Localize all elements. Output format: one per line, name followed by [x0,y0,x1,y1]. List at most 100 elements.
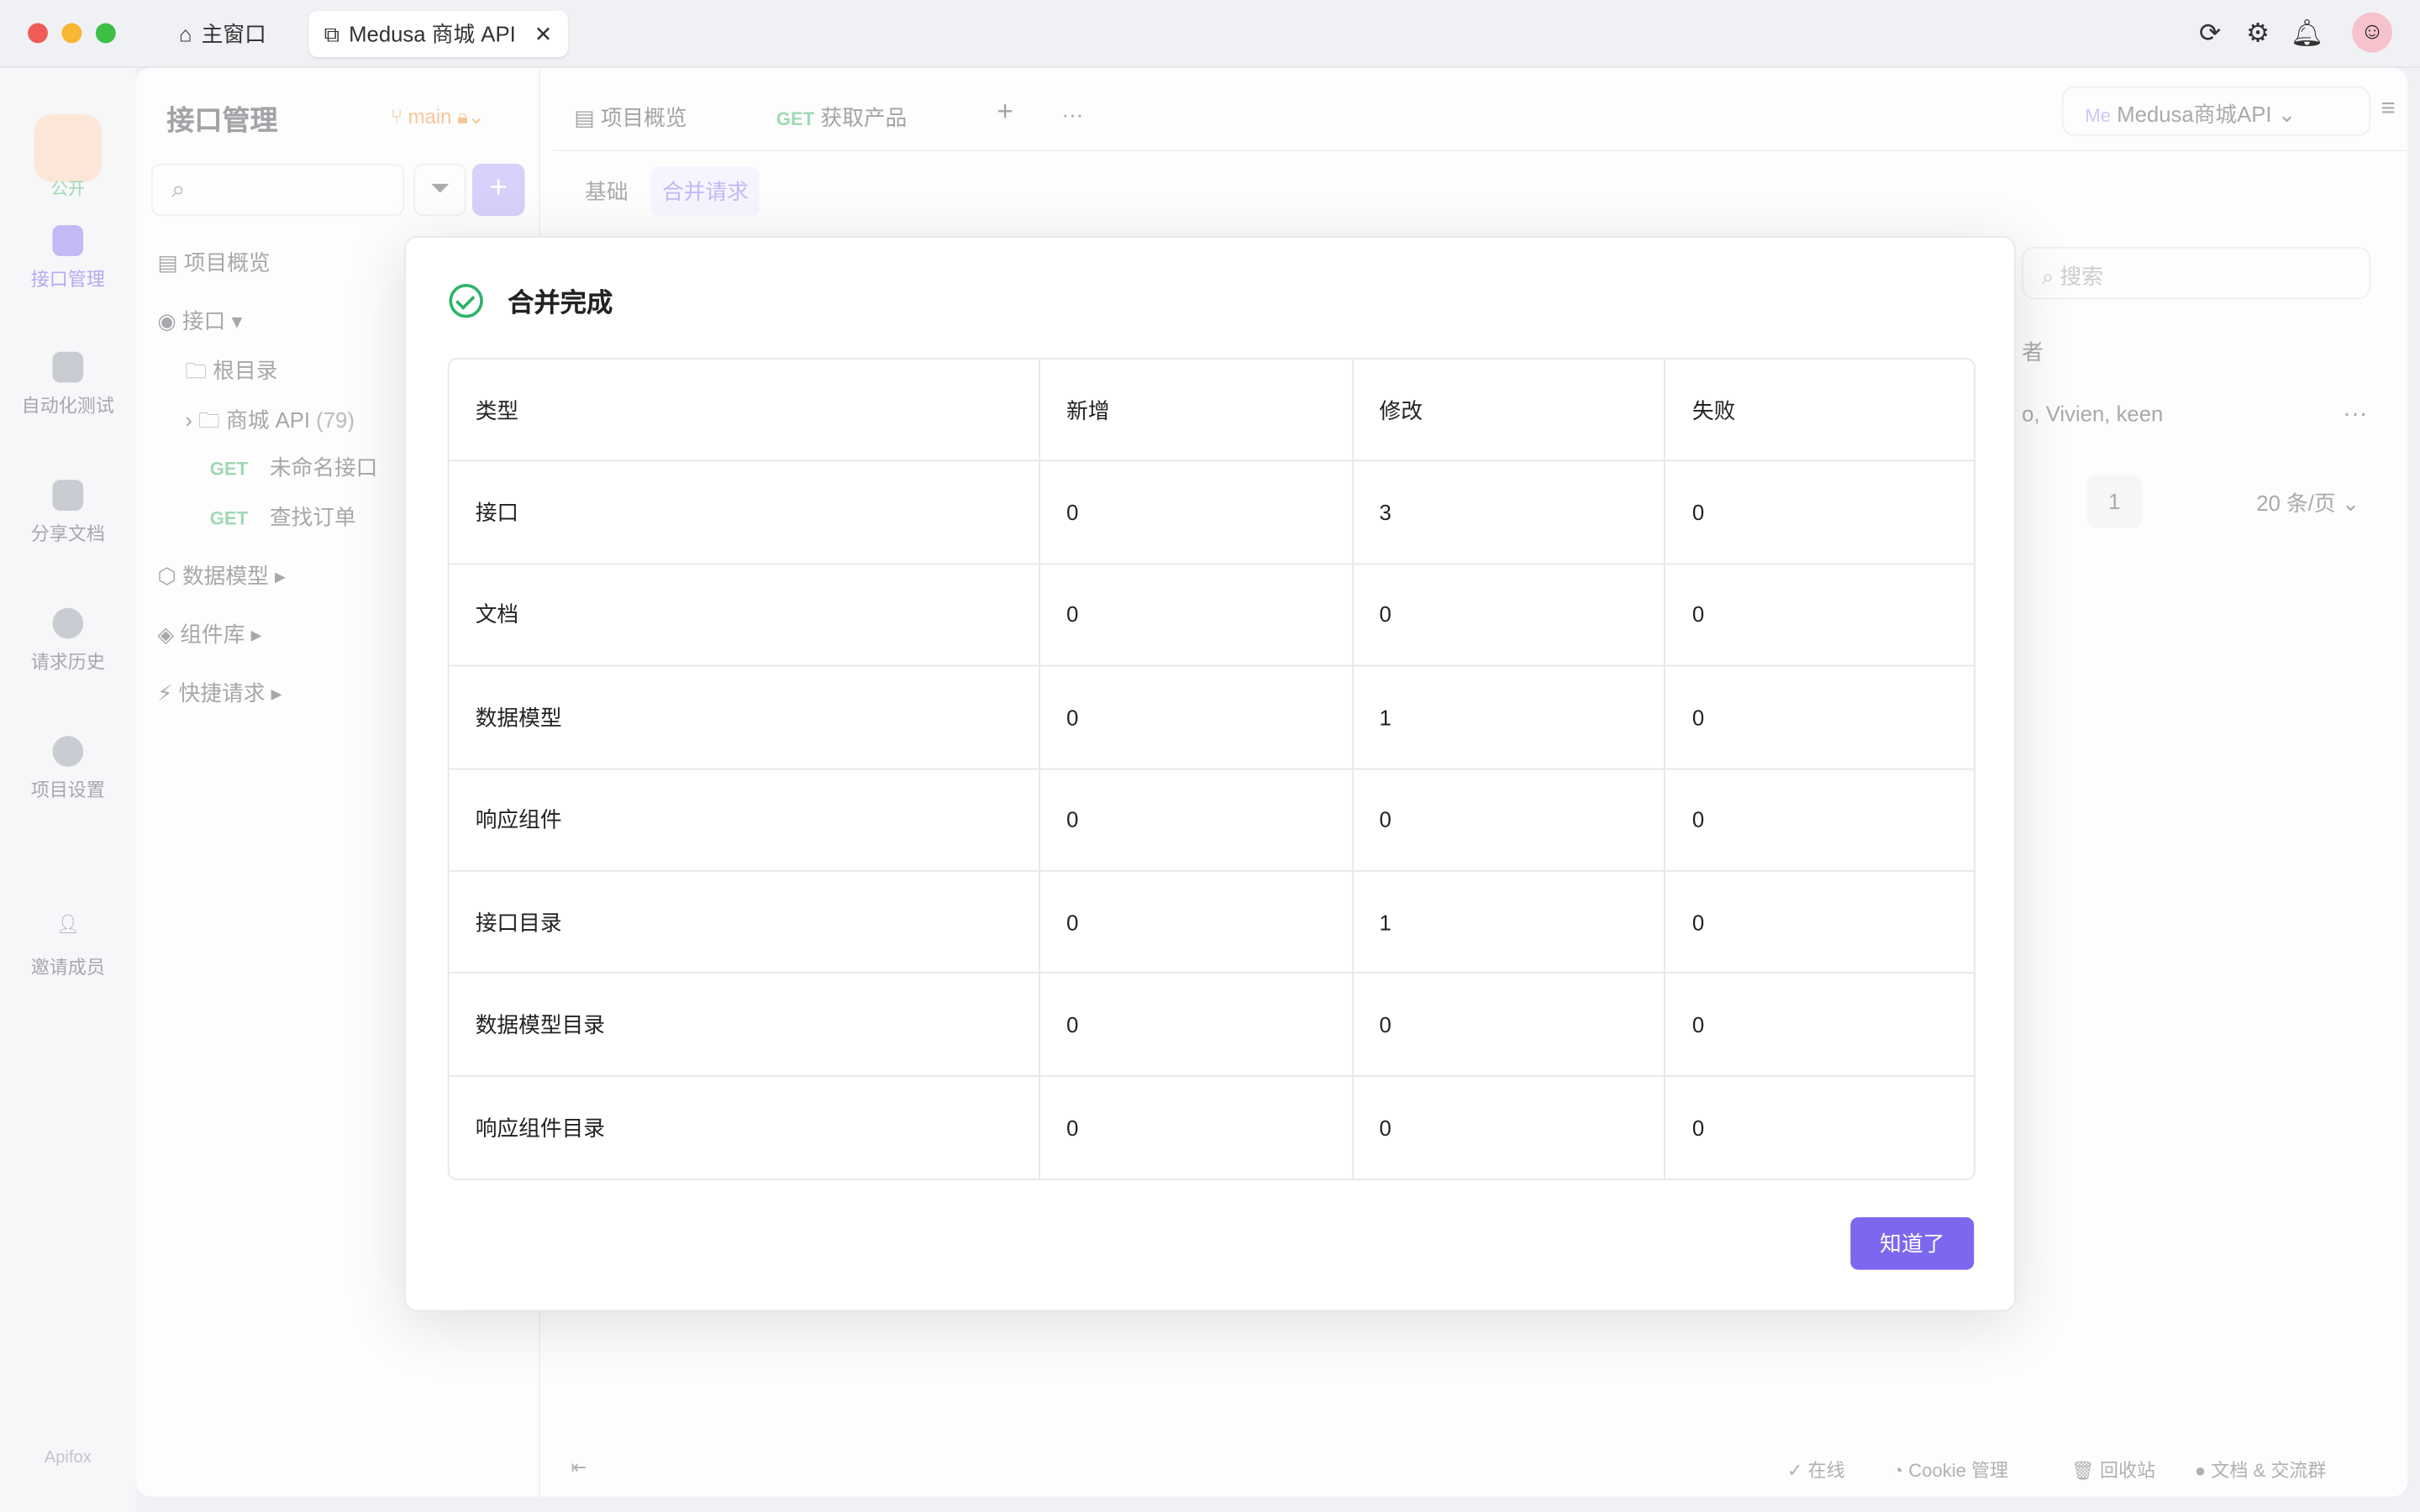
main-tabbar: ▤ 项目概览 GET 获取产品 + ··· Me Medusa商城API ⌄ ≡ [552,68,2408,151]
tree-api[interactable]: ◉ 接口 ▾ [157,308,243,333]
avatar[interactable]: ☺ [2352,12,2392,53]
column-header: 者 [2022,339,2044,365]
cookie-management[interactable]: ◔ Cookie 管理 [1891,1459,2009,1482]
tree-endpoint[interactable]: GET 查找订单 [209,504,356,529]
bell-icon[interactable]: 🔔︎ [2290,18,2324,48]
nav-api-management[interactable]: 接口管理 [0,225,136,291]
pagination-page[interactable]: 1 [2086,475,2143,528]
table-cell: 1 [1353,871,1666,974]
table-cell: 0 [1665,872,1975,974]
tree-folder[interactable]: › 🗀︎ 商城 API (79) [185,407,355,433]
table-row: 文档 0 0 0 [449,564,1975,667]
title-bar: ⌂ 主窗口 ⧉ Medusa 商城 API ✕ ⟳ ⚙ 🔔︎ ☺ [0,0,2420,68]
table-cell: 0 [1039,564,1354,667]
table-cell: 响应组件 [449,769,1040,872]
table-cell: 0 [1039,461,1354,564]
tab-get-product[interactable]: GET 获取产品 [776,104,908,130]
project-logo [34,113,103,182]
table-cell: 0 [1040,1076,1354,1179]
tree-quick-requests[interactable]: ⚡︎ 快捷请求 ▸ [157,680,282,706]
nav-settings[interactable]: 项目设置 [0,736,136,802]
table-cell: 1 [1353,666,1666,769]
tree-endpoint[interactable]: GET 未命名接口 [209,454,378,480]
table-cell: 文档 [449,564,1040,667]
table-cell: 数据模型 [449,666,1040,769]
nav-automation[interactable]: 自动化测试 [0,351,136,418]
table-cell: o, Vivien, keen [2022,401,2164,426]
online-status[interactable]: ✓ 在线 [1786,1459,1845,1482]
apifox-logo: Apifox [44,1448,92,1467]
table-cell: 3 [1353,461,1666,564]
maximize-window-button[interactable] [95,23,116,44]
table-cell: 0 [1039,666,1354,769]
add-tab-button[interactable]: + [997,95,1013,127]
table-header-row: 类型 新增 修改 失败 [449,359,1975,462]
tree-root[interactable]: 🗀︎ 根目录 [185,358,278,383]
table-cell: 接口目录 [449,871,1040,974]
recycle-bin[interactable]: 🗑︎ 回收站 [2070,1459,2156,1482]
page-size-select[interactable]: 20 条/页 ⌄ [2256,491,2360,516]
table-cell: 0 [1665,462,1975,564]
close-window-button[interactable] [28,23,48,44]
column-header: 修改 [1353,359,1666,462]
table-cell: 接口 [449,461,1040,564]
table-cell: 0 [1665,974,1975,1077]
branch-selector[interactable]: ⑂ main 🔒︎⌄ [390,104,485,129]
row-more-button[interactable]: ··· [2343,401,2368,428]
more-tabs-button[interactable]: ··· [1061,102,1084,127]
tab-medusa-api[interactable]: ⧉ Medusa 商城 API ✕ [308,10,568,57]
merge-result-table: 类型 新增 修改 失败 接口 0 3 0 文档 0 0 0 数据模型 0 1 0 响应组件 0 0 0 接口目录… [447,358,1976,1181]
search-input[interactable]: ⌕ [150,163,405,217]
table-cell: 0 [1665,564,1975,667]
tree-components[interactable]: ◈ 组件库 ▸ [157,622,262,647]
table-cell: 数据模型目录 [449,974,1040,1077]
search-input[interactable]: ⌕ 搜索 [2022,246,2371,300]
column-header: 失败 [1665,360,1975,462]
merge-result-dialog: 合并完成 类型 新增 修改 失败 接口 0 3 0 文档 0 0 0 数据模型 0 1 0 响应组件 0 0… [404,236,2016,1312]
stack-icon [52,351,84,383]
dialog-title: 合并完成 [508,288,613,318]
table-cell: 0 [1353,1076,1666,1179]
table-cell: 0 [1353,769,1666,872]
subtab-basic[interactable]: 基础 [585,179,629,204]
api-icon [52,225,84,256]
column-header: 新增 [1039,359,1354,462]
table-cell: 0 [1665,667,1975,769]
external-link-icon: ⧉ [324,20,340,46]
clock-icon [52,607,84,639]
book-icon [52,480,84,511]
project-select[interactable]: Me Medusa商城API ⌄ [2061,86,2371,136]
nav-invite[interactable]: 👤︎ 邀请成员 [30,913,105,979]
public-badge: 公开 [50,180,86,199]
column-header: 类型 [449,359,1040,462]
sidebar-title: 接口管理 [166,104,278,136]
tree-models[interactable]: ⬡ 数据模型 ▸ [157,563,286,588]
table-cell: 0 [1039,974,1354,1077]
collapse-sidebar-icon[interactable]: ⇤ [571,1456,587,1478]
check-circle-icon [449,283,483,318]
table-cell: 0 [1039,871,1354,974]
close-tab-icon[interactable]: ✕ [534,20,553,46]
table-cell: 0 [1665,769,1975,872]
acknowledge-button[interactable]: 知道了 [1850,1217,1975,1270]
table-cell: 0 [1039,769,1354,872]
nav-history[interactable]: 请求历史 [0,607,136,675]
tree-overview[interactable]: ▤ 项目概览 [157,249,271,275]
nav-share-docs[interactable]: 分享文档 [0,480,136,546]
add-button[interactable]: + [472,163,525,217]
tab-overview[interactable]: ▤ 项目概览 [574,104,687,130]
subtab-merge-request[interactable]: 合并请求 [651,166,760,217]
minimize-window-button[interactable] [61,23,82,44]
table-cell: 0 [1353,564,1666,667]
refresh-icon[interactable]: ⟳ [2199,18,2222,48]
menu-icon[interactable]: ≡ [2381,95,2396,123]
gear-icon[interactable]: ⚙ [2246,18,2270,48]
table-cell: 0 [1353,974,1666,1077]
filter-button[interactable]: ⏷ [413,163,466,217]
tab-main-window[interactable]: ⌂ 主窗口 [179,21,266,47]
table-row: 数据模型目录 0 0 0 [449,974,1975,1077]
docs-community[interactable]: ● 文档 & 交流群 [2194,1459,2327,1482]
add-user-icon: 👤︎ [55,913,80,936]
left-nav: 公开 接口管理 自动化测试 分享文档 请求历史 项目设置 👤︎ 邀请成员 Apif… [0,67,136,1512]
table-row: 接口 0 3 0 [449,461,1975,564]
